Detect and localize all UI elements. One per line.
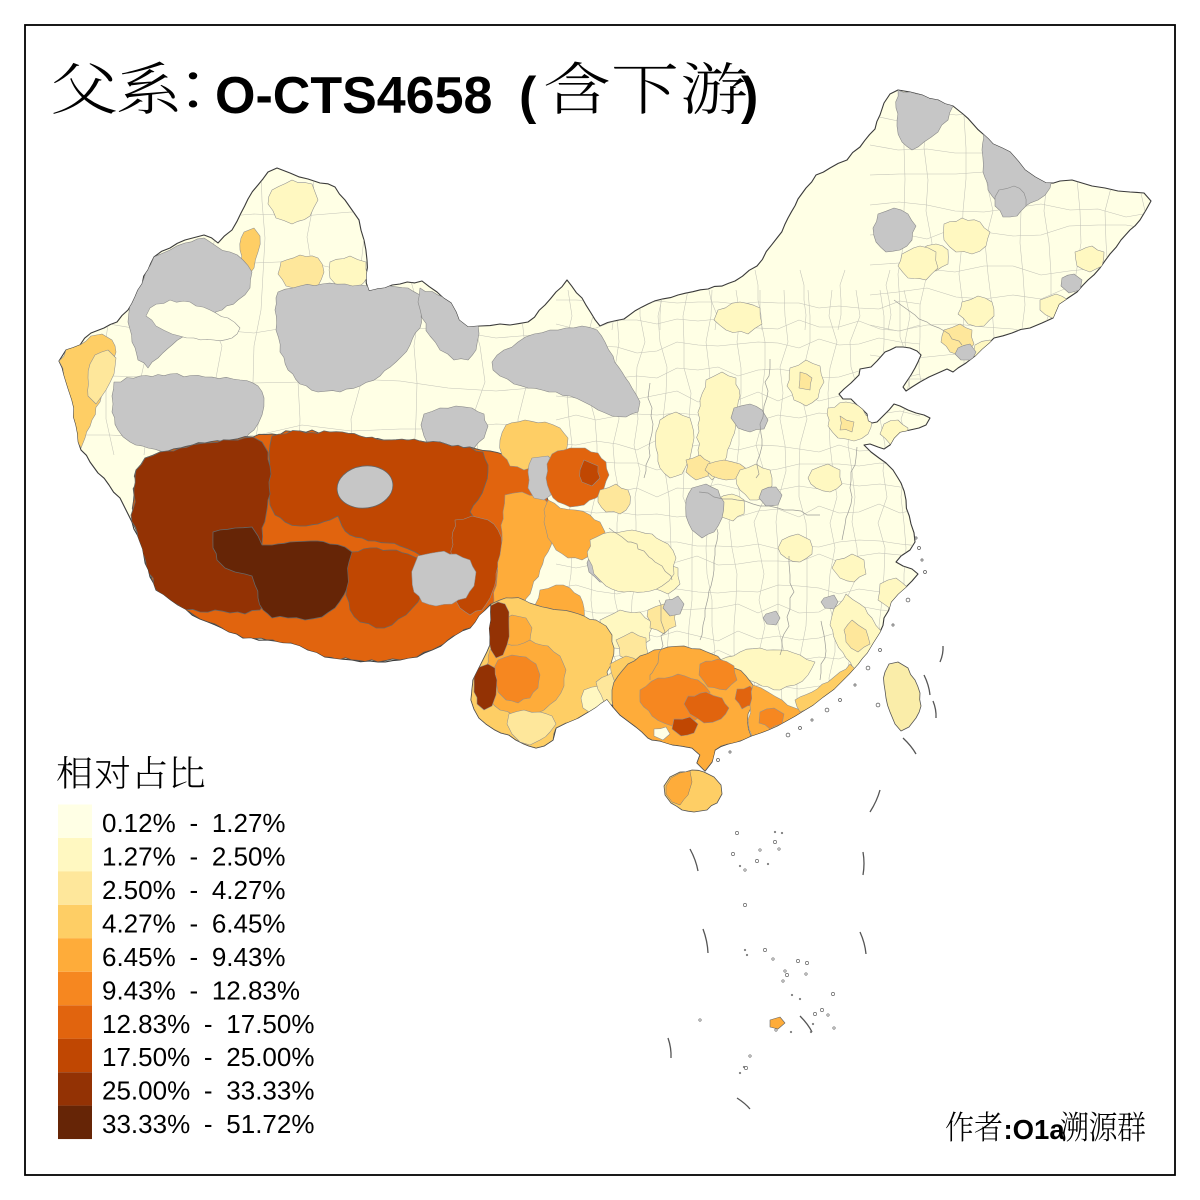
- svg-text:25.00% - 33.33%: 25.00% - 33.33%: [102, 1076, 314, 1106]
- svg-text:2.50% - 4.27%: 2.50% - 4.27%: [102, 875, 286, 905]
- svg-text:): ): [741, 67, 758, 125]
- svg-text:(: (: [519, 67, 537, 125]
- svg-text:4.27% - 6.45%: 4.27% - 6.45%: [102, 908, 286, 938]
- svg-text:12.83% - 17.50%: 12.83% - 17.50%: [102, 1009, 314, 1039]
- svg-text:0.12% - 1.27%: 0.12% - 1.27%: [102, 808, 286, 838]
- svg-text:33.33% - 51.72%: 33.33% - 51.72%: [102, 1109, 314, 1139]
- svg-text:9.43% - 12.83%: 9.43% - 12.83%: [102, 975, 300, 1005]
- svg-text:1.27% - 2.50%: 1.27% - 2.50%: [102, 842, 286, 872]
- svg-text:17.50% - 25.00%: 17.50% - 25.00%: [102, 1042, 314, 1072]
- svg-text:O-CTS4658: O-CTS4658: [215, 67, 492, 125]
- svg-text::O1a: :O1a: [1004, 1114, 1066, 1145]
- svg-text:6.45% - 9.43%: 6.45% - 9.43%: [102, 942, 286, 972]
